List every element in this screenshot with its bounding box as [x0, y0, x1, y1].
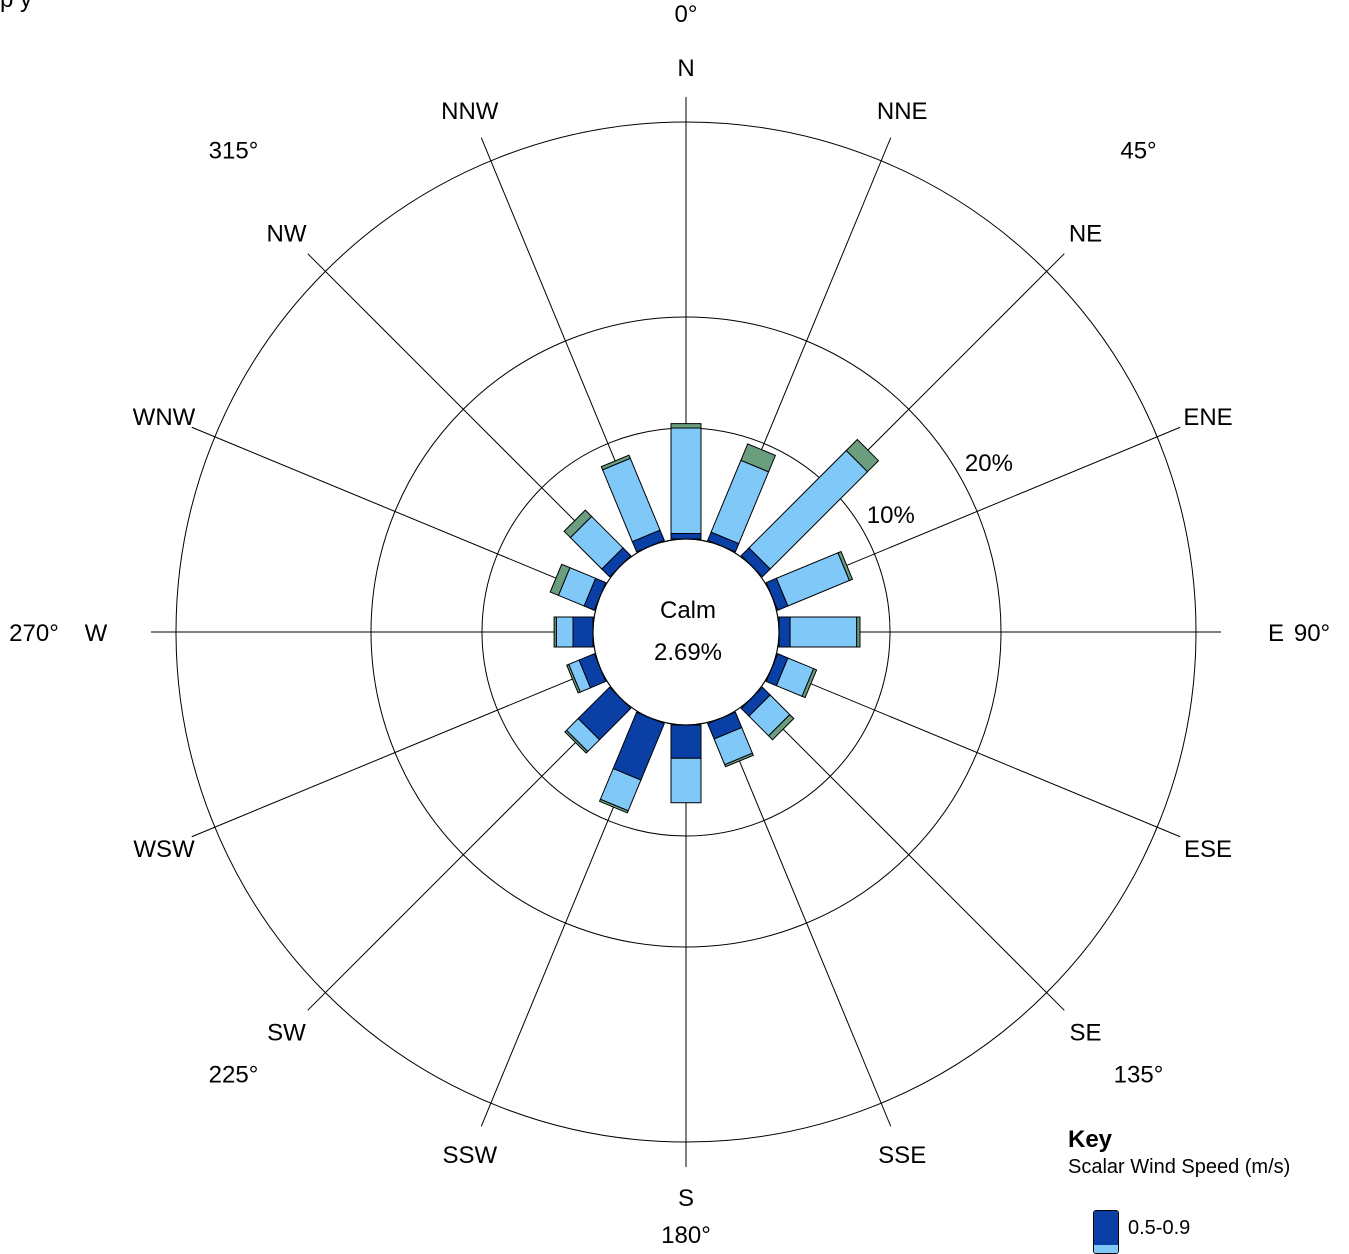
legend-swatch-dark [1094, 1211, 1118, 1245]
bar-E-seg1 [789, 616, 858, 648]
degree-label-270: 270° [9, 620, 59, 647]
bar-E-seg2 [856, 616, 861, 648]
bar-N-seg2 [670, 423, 702, 429]
legend-label: 0.5-0.9 [1128, 1217, 1191, 1239]
bar-WNW-seg2 [549, 563, 571, 597]
degree-label-315: 315° [209, 138, 259, 165]
direction-label-WSW: WSW [133, 836, 195, 863]
calm-label: Calm [660, 597, 716, 624]
bar-NE-seg2 [845, 438, 880, 473]
legend-swatch-light [1094, 1245, 1118, 1253]
ring-label-20: 20% [965, 450, 1013, 477]
bar-SE-seg2 [767, 713, 795, 741]
degree-label-45: 45° [1120, 138, 1156, 165]
bar-E-seg0 [778, 616, 791, 648]
direction-label-ENE: ENE [1183, 404, 1232, 431]
bar-SSW-seg2 [598, 798, 629, 814]
calm-value: 2.69% [654, 639, 722, 666]
bar-N-seg1 [670, 427, 702, 534]
bar-NNW-seg2 [600, 454, 631, 471]
bar-ESE-seg2 [801, 667, 818, 699]
degree-label-0: 0° [675, 1, 698, 28]
bar-NNE-seg1 [710, 459, 770, 545]
bar-W-seg2 [553, 616, 557, 648]
direction-label-NW: NW [267, 221, 307, 248]
bar-ENE-seg2 [837, 550, 854, 582]
legend-swatch [1093, 1210, 1119, 1254]
calm-circle [592, 538, 780, 726]
legend-title: Key [1068, 1126, 1113, 1153]
direction-label-S: S [678, 1185, 694, 1212]
direction-label-SE: SE [1069, 1020, 1101, 1047]
bar-ENE-seg1 [775, 552, 851, 607]
degree-label-225: 225° [209, 1062, 259, 1089]
legend-subtitle: Scalar Wind Speed (m/s) [1068, 1156, 1291, 1178]
chart-title: p y [0, 0, 32, 14]
degree-label-180: 180° [661, 1222, 711, 1249]
direction-label-NNE: NNE [877, 98, 928, 125]
ring-label-10: 10% [867, 502, 915, 529]
bar-S-seg0 [670, 724, 702, 759]
degree-label-135: 135° [1114, 1062, 1164, 1089]
bar-SSW-seg0 [612, 711, 665, 781]
bar-W-seg1 [555, 616, 574, 648]
bar-group [549, 423, 880, 814]
bar-NNW-seg1 [601, 457, 661, 543]
direction-label-SW: SW [267, 1020, 306, 1047]
bar-WSW-seg2 [566, 663, 581, 694]
bar-W-seg0 [572, 616, 594, 648]
bar-NW-seg2 [563, 509, 593, 539]
axis-labels: N NNE NE ENE E ESE SE SSE S SSW SW WSW W WNW NW NNW 0° 45… [9, 1, 1330, 1249]
bar-S-seg1 [670, 757, 702, 804]
direction-label-NE: NE [1069, 221, 1102, 248]
direction-label-SSE: SSE [878, 1142, 926, 1169]
direction-label-SSW: SSW [442, 1142, 497, 1169]
direction-label-WNW: WNW [133, 404, 196, 431]
bar-N-seg0 [670, 533, 702, 540]
direction-label-ESE: ESE [1184, 836, 1232, 863]
bar-SSE-seg2 [724, 752, 754, 768]
direction-label-NNW: NNW [441, 98, 499, 125]
bar-NNE-seg2 [740, 443, 777, 473]
bar-SW-seg2 [564, 729, 589, 754]
direction-label-W: W [85, 620, 108, 647]
degree-label-90: 90° [1294, 620, 1330, 647]
direction-label-N: N [677, 55, 694, 82]
direction-label-E: E [1268, 620, 1284, 647]
